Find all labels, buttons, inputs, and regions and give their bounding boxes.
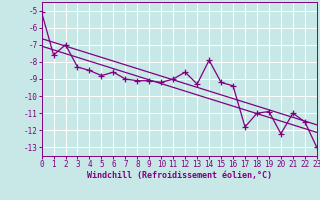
X-axis label: Windchill (Refroidissement éolien,°C): Windchill (Refroidissement éolien,°C) [87, 171, 272, 180]
